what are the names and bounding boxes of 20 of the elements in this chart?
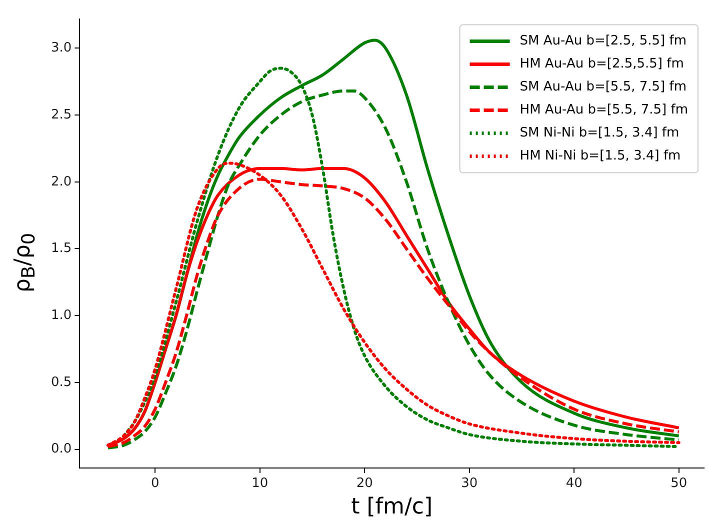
x-tick-label: 30 [461,476,478,492]
legend-label: SM Au-Au b=[5.5, 7.5] fm [520,80,686,95]
x-tick-label: 0 [150,476,160,492]
y-tick-label: 2.5 [50,107,72,122]
y-tick-label: 2.0 [50,174,72,190]
y-tick-label: 1.5 [50,241,72,256]
y-tick-label: 1.0 [50,308,72,323]
x-axis-title: t [fm/c] [351,494,433,520]
x-tick-label: 20 [356,476,373,492]
y-tick-label: 0.5 [50,374,72,390]
legend-label: HM Au-Au b=[5.5, 7.5] fm [520,102,688,118]
legend-label: SM Au-Au b=[2.5, 5.5] fm [520,34,686,49]
legend-label: HM Ni-Ni b=[1.5, 3.4] fm [520,148,681,164]
legend-label: HM Au-Au b=[2.5,5.5] fm [520,56,684,72]
x-tick-label: 50 [670,476,688,492]
y-tick-label: 0.0 [50,442,72,457]
y-tick-label: 3.0 [50,40,72,56]
x-tick-label: 10 [252,476,268,492]
legend-label: SM Ni-Ni b=[1.5, 3.4] fm [520,126,680,141]
x-tick-label: 40 [566,476,582,492]
